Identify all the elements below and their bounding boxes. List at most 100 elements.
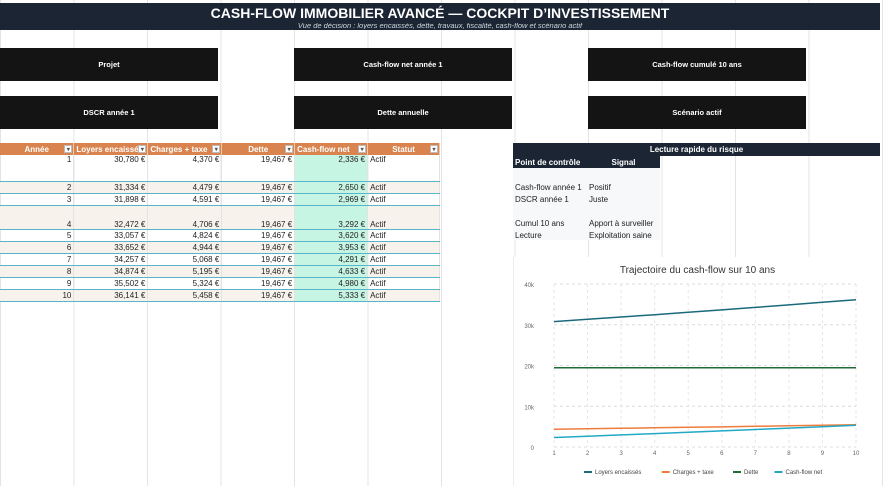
column-header-annee[interactable]: Année ▾ (0, 143, 75, 155)
cell-charges[interactable]: 5,195 € (147, 265, 223, 278)
table-row[interactable]: 10 36,141 € 5,458 € 19,467 € 5,333 € Act… (0, 289, 440, 302)
cell-charges[interactable]: 5,458 € (147, 289, 223, 302)
cell-cashflow[interactable]: 4,980 € (294, 277, 369, 290)
cell-statut[interactable]: Actif (367, 205, 440, 230)
risk-row[interactable]: Cash-flow année 1 Positif (513, 168, 660, 192)
cell-charges[interactable]: 4,591 € (147, 193, 223, 206)
filter-dropdown-icon[interactable]: ▾ (285, 145, 294, 153)
cell-cashflow[interactable]: 2,969 € (294, 193, 369, 206)
risk-point[interactable]: DSCR année 1 (513, 192, 587, 204)
cell-dette[interactable]: 19,467 € (221, 155, 296, 182)
cell-dette[interactable]: 19,467 € (221, 205, 296, 230)
filter-dropdown-icon[interactable]: ▾ (138, 145, 147, 153)
cell-cashflow[interactable]: 4,291 € (294, 253, 369, 266)
cell-loyers[interactable]: 31,898 € (73, 193, 149, 206)
cell-charges[interactable]: 4,824 € (147, 229, 223, 242)
risk-signal[interactable]: Apport à surveiller (587, 204, 660, 228)
filter-dropdown-icon[interactable]: ▾ (212, 145, 221, 153)
cell-loyers[interactable]: 36,141 € (73, 289, 149, 302)
cell-annee[interactable]: 2 (0, 181, 75, 194)
risk-header-point[interactable]: Point de contrôle (513, 156, 587, 168)
cell-statut[interactable]: Actif (367, 253, 440, 266)
table-row[interactable]: 2 31,334 € 4,479 € 19,467 € 2,650 € Acti… (0, 181, 440, 194)
cell-annee[interactable]: 3 (0, 193, 75, 206)
cell-statut[interactable]: Actif (367, 181, 440, 194)
table-row[interactable]: 3 31,898 € 4,591 € 19,467 € 2,969 € Acti… (0, 193, 440, 206)
risk-row[interactable]: Cumul 10 ans Apport à surveiller (513, 204, 660, 228)
table-row[interactable]: 4 32,472 € 4,706 € 19,467 € 3,292 € Acti… (0, 205, 440, 230)
risk-row[interactable]: Lecture Exploitation saine (513, 228, 660, 240)
filter-dropdown-icon[interactable]: ▾ (64, 145, 73, 153)
cell-loyers[interactable]: 31,334 € (73, 181, 149, 194)
cell-cashflow[interactable]: 3,620 € (294, 229, 369, 242)
cell-dette[interactable]: 19,467 € (221, 229, 296, 242)
cell-cashflow[interactable]: 3,953 € (294, 241, 369, 254)
cell-loyers[interactable]: 35,502 € (73, 277, 149, 290)
risk-signal[interactable]: Exploitation saine (587, 228, 660, 240)
cell-dette[interactable]: 19,467 € (221, 253, 296, 266)
column-header-charges[interactable]: Charges + taxe ▾ (147, 143, 223, 155)
cell-annee[interactable]: 10 (0, 289, 75, 302)
filter-dropdown-icon[interactable]: ▾ (430, 145, 438, 153)
cell-charges[interactable]: 5,068 € (147, 253, 223, 266)
risk-point[interactable]: Cash-flow année 1 (513, 168, 587, 192)
cell-statut[interactable]: Actif (367, 155, 440, 182)
risk-signal[interactable]: Positif (587, 168, 660, 192)
cell-dette[interactable]: 19,467 € (221, 289, 296, 302)
cell-statut[interactable]: Actif (367, 193, 440, 206)
cell-loyers[interactable]: 32,472 € (73, 205, 149, 230)
cell-annee[interactable]: 6 (0, 241, 75, 254)
kpi-card-dette[interactable]: Dette annuelle (294, 96, 512, 129)
cell-dette[interactable]: 19,467 € (221, 241, 296, 254)
filter-dropdown-icon[interactable]: ▾ (358, 145, 367, 153)
risk-signal[interactable]: Juste (587, 192, 660, 204)
cell-annee[interactable]: 4 (0, 205, 75, 230)
table-row[interactable]: 6 33,652 € 4,944 € 19,467 € 3,953 € Acti… (0, 241, 440, 254)
risk-point[interactable]: Lecture (513, 228, 587, 240)
cell-cashflow[interactable]: 2,650 € (294, 181, 369, 194)
cell-dette[interactable]: 19,467 € (221, 265, 296, 278)
column-header-dette[interactable]: Dette ▾ (221, 143, 296, 155)
table-row[interactable]: 1 30,780 € 4,370 € 19,467 € 2,336 € Acti… (0, 155, 440, 182)
cell-cashflow[interactable]: 5,333 € (294, 289, 369, 302)
cell-dette[interactable]: 19,467 € (221, 181, 296, 194)
kpi-card-projet[interactable]: Projet (0, 48, 218, 81)
cell-annee[interactable]: 1 (0, 155, 75, 182)
cell-loyers[interactable]: 34,874 € (73, 265, 149, 278)
cell-loyers[interactable]: 34,257 € (73, 253, 149, 266)
cell-dette[interactable]: 19,467 € (221, 277, 296, 290)
column-header-statut[interactable]: Statut ▾ (367, 143, 440, 155)
cell-charges[interactable]: 5,324 € (147, 277, 223, 290)
cell-charges[interactable]: 4,479 € (147, 181, 223, 194)
table-row[interactable]: 8 34,874 € 5,195 € 19,467 € 4,633 € Acti… (0, 265, 440, 278)
table-row[interactable]: 7 34,257 € 5,068 € 19,467 € 4,291 € Acti… (0, 253, 440, 266)
column-header-cashflow[interactable]: Cash-flow net ▾ (294, 143, 369, 155)
cell-statut[interactable]: Actif (367, 241, 440, 254)
column-header-loyers[interactable]: Loyers encaissés ▾ (73, 143, 149, 155)
cell-annee[interactable]: 5 (0, 229, 75, 242)
cell-loyers[interactable]: 30,780 € (73, 155, 149, 182)
kpi-card-scenario[interactable]: Scénario actif (588, 96, 806, 129)
cell-statut[interactable]: Actif (367, 289, 440, 302)
kpi-card-cashflow-cumul[interactable]: Cash-flow cumulé 10 ans (588, 48, 806, 81)
cell-cashflow[interactable]: 2,336 € (294, 155, 369, 182)
kpi-card-cashflow-net[interactable]: Cash-flow net année 1 (294, 48, 512, 81)
cell-charges[interactable]: 4,706 € (147, 205, 223, 230)
cell-annee[interactable]: 8 (0, 265, 75, 278)
cell-statut[interactable]: Actif (367, 229, 440, 242)
cell-cashflow[interactable]: 3,292 € (294, 205, 369, 230)
cell-statut[interactable]: Actif (367, 265, 440, 278)
risk-point[interactable]: Cumul 10 ans (513, 204, 587, 228)
table-row[interactable]: 9 35,502 € 5,324 € 19,467 € 4,980 € Acti… (0, 277, 440, 290)
cashflow-chart[interactable]: Trajectoire du cash-flow sur 10 ans 0 10k… (513, 257, 881, 486)
cell-dette[interactable]: 19,467 € (221, 193, 296, 206)
risk-header-signal[interactable]: Signal (587, 156, 660, 168)
kpi-card-dscr[interactable]: DSCR année 1 (0, 96, 218, 129)
cell-loyers[interactable]: 33,652 € (73, 241, 149, 254)
cell-charges[interactable]: 4,370 € (147, 155, 223, 182)
cell-annee[interactable]: 9 (0, 277, 75, 290)
table-row[interactable]: 5 33,057 € 4,824 € 19,467 € 3,620 € Acti… (0, 229, 440, 242)
cell-loyers[interactable]: 33,057 € (73, 229, 149, 242)
risk-row[interactable]: DSCR année 1 Juste (513, 192, 660, 204)
cell-statut[interactable]: Actif (367, 277, 440, 290)
